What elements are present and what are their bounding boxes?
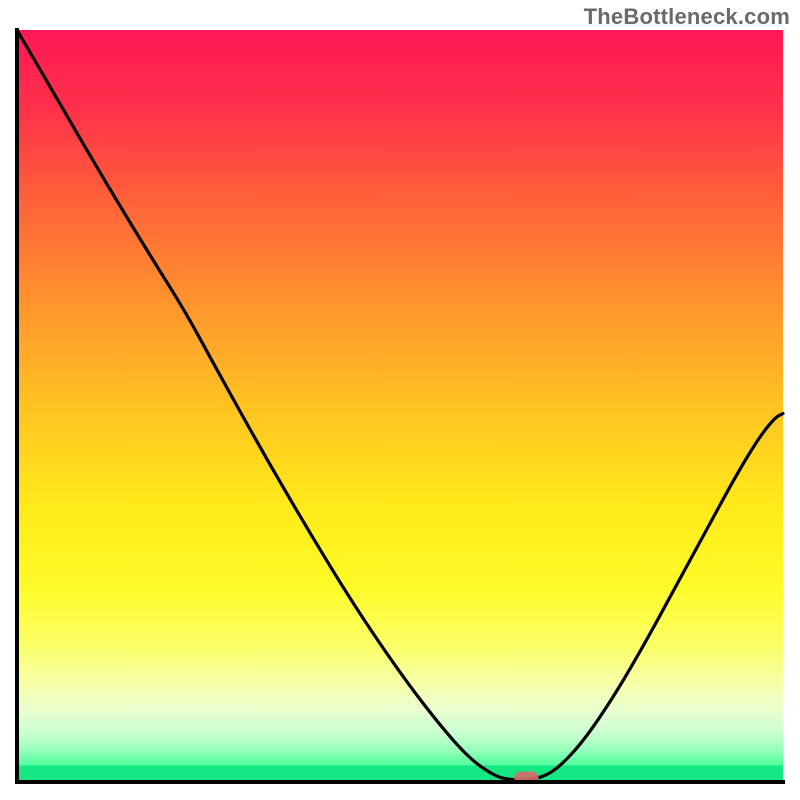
gradient-background: [17, 30, 783, 782]
chart-container: TheBottleneck.com: [0, 0, 800, 800]
bottleneck-chart: [0, 0, 800, 800]
green-band: [17, 765, 783, 782]
